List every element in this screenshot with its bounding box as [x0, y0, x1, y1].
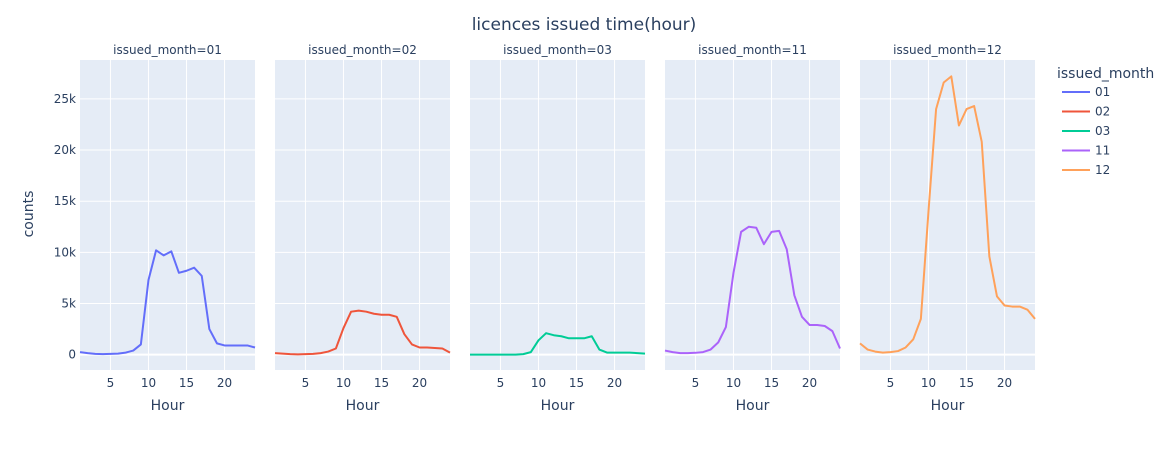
x-tick-label: 20	[412, 376, 427, 390]
series-line-01[interactable]	[79, 249, 256, 356]
x-tick-label: 10	[141, 376, 156, 390]
x-tick-label: 20	[997, 376, 1012, 390]
x-tick-label: 10	[726, 376, 741, 390]
x-tick-label: 15	[959, 376, 974, 390]
plot-background	[275, 60, 450, 370]
facet-title: issued_month=03	[503, 43, 612, 57]
x-axis-title: Hour	[736, 398, 770, 414]
y-tick-label: 15k	[54, 194, 76, 208]
legend-label: 11	[1095, 144, 1110, 158]
plot-background	[665, 60, 840, 370]
plot-background	[470, 60, 645, 370]
facet-title: issued_month=11	[698, 43, 807, 57]
legend-item-02[interactable]: 02	[1062, 105, 1110, 119]
facet-panel-12: issued_month=12 5 10 15 20 Hour	[859, 43, 1036, 414]
legend-label: 03	[1095, 124, 1110, 138]
legend-label: 02	[1095, 105, 1110, 119]
y-tick-label: 10k	[54, 245, 76, 259]
facet-title: issued_month=12	[893, 43, 1002, 57]
x-axis-title: Hour	[541, 398, 575, 414]
legend-label: 01	[1095, 85, 1110, 99]
legend-item-01[interactable]: 01	[1062, 85, 1110, 99]
x-tick-label: 20	[217, 376, 232, 390]
x-tick-label: 20	[802, 376, 817, 390]
x-tick-label: 5	[887, 376, 895, 390]
legend-items[interactable]: 01 02 03 11 12	[1062, 85, 1110, 177]
facet-title: issued_month=02	[308, 43, 417, 57]
y-tick-label: 0	[68, 348, 76, 362]
x-tick-label: 5	[302, 376, 310, 390]
x-axis-title: Hour	[151, 398, 185, 414]
chart-title: licences issued time(hour)	[472, 15, 697, 35]
x-tick-label: 10	[921, 376, 936, 390]
legend-item-03[interactable]: 03	[1062, 124, 1110, 138]
plot-background	[860, 60, 1035, 370]
legend-title: issued_month	[1057, 66, 1154, 82]
legend-item-11[interactable]: 11	[1062, 144, 1110, 158]
facet-panel-01: issued_month=01 5 10 15 20 Hour 0 5k 10k 15k 20k 25…	[54, 43, 256, 414]
x-tick-label: 5	[107, 376, 115, 390]
x-tick-label: 5	[497, 376, 505, 390]
facet-panel-02: issued_month=02 5 10 15 20 Hour	[274, 43, 451, 414]
legend-item-12[interactable]: 12	[1062, 163, 1110, 177]
x-tick-label: 15	[179, 376, 194, 390]
x-tick-label: 10	[531, 376, 546, 390]
legend-label: 12	[1095, 163, 1110, 177]
x-axis-title: Hour	[346, 398, 380, 414]
series-line-12[interactable]	[859, 75, 1036, 354]
facet-panels: issued_month=01 5 10 15 20 Hour 0 5k 10k 15k 20k 25…	[54, 43, 1036, 414]
series-line-03[interactable]	[470, 332, 646, 356]
facet-panel-11: issued_month=11 5 10 15 20 Hour	[664, 43, 841, 414]
facet-panel-03: issued_month=03 5 10 15 20 Hour	[470, 43, 646, 414]
legend[interactable]: issued_month 01 02 03 11 12	[1057, 66, 1154, 177]
x-tick-label: 15	[569, 376, 584, 390]
y-tick-label: 5k	[61, 296, 76, 310]
x-tick-label: 5	[692, 376, 700, 390]
facet-title: issued_month=01	[113, 43, 222, 57]
y-axis-title: counts	[21, 191, 37, 238]
y-tick-label: 20k	[54, 143, 76, 157]
series-line-02[interactable]	[274, 309, 451, 356]
x-tick-label: 20	[607, 376, 622, 390]
x-tick-label: 15	[374, 376, 389, 390]
series-line-11[interactable]	[664, 225, 841, 355]
x-tick-label: 15	[764, 376, 779, 390]
plot-background	[80, 60, 255, 370]
x-axis-title: Hour	[931, 398, 965, 414]
x-tick-label: 10	[336, 376, 351, 390]
y-tick-label: 25k	[54, 92, 76, 106]
